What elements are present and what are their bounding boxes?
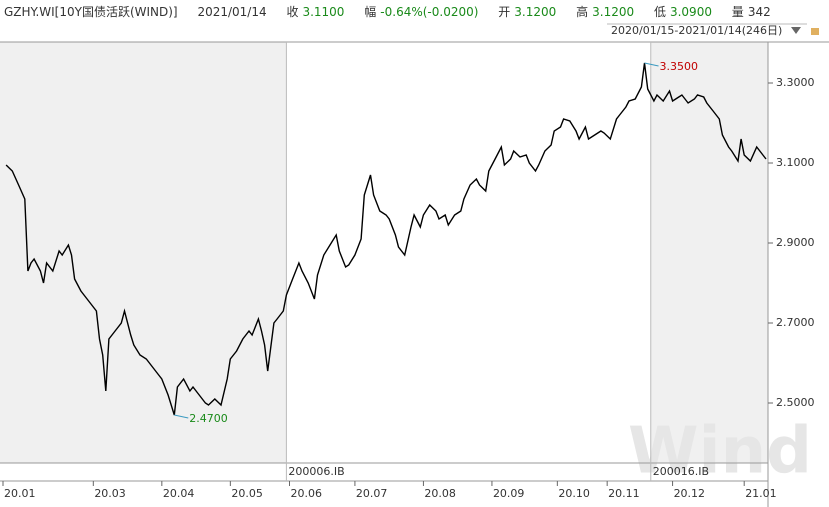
label: 量 xyxy=(731,5,744,19)
date: 2021/01/14 xyxy=(197,5,267,19)
y-tick-label: 3.1000 xyxy=(776,156,815,169)
contract-label: 200016.IB xyxy=(653,465,709,478)
y-tick-label: 2.7000 xyxy=(776,316,815,329)
y-tick-label: 3.3000 xyxy=(776,76,815,89)
value: -0.64%(-0.0200) xyxy=(380,5,479,19)
annotation-leader xyxy=(174,414,189,419)
label: 幅 xyxy=(364,5,377,19)
value: 3.0900 xyxy=(669,5,712,19)
lock-icon[interactable] xyxy=(811,28,819,35)
x-tick-label: 20.12 xyxy=(674,487,706,500)
label: 开 xyxy=(498,5,511,19)
value: 342 xyxy=(747,5,771,19)
header: GZHY.WI[10Y国债活跃(WIND)] 2021/01/14 收 3.110… xyxy=(4,3,775,20)
y-tick-label: 2.9000 xyxy=(776,236,815,249)
symbol: GZHY.WI[10Y国债活跃(WIND)] xyxy=(4,5,178,19)
period-shade xyxy=(0,42,287,463)
period-shade xyxy=(650,42,768,463)
label: 收 xyxy=(286,5,299,19)
x-tick-label: 21.01 xyxy=(745,487,777,500)
annotation-label: 2.4700 xyxy=(189,412,228,425)
label: 高 xyxy=(576,5,589,19)
x-tick-label: 20.08 xyxy=(424,487,456,500)
range-label: 2020/01/15-2021/01/14(246日) xyxy=(611,24,782,37)
x-tick-label: 20.04 xyxy=(163,487,195,500)
label: 低 xyxy=(653,5,666,19)
watermark: Wind xyxy=(628,415,812,489)
annotation-label: 3.3500 xyxy=(660,60,699,73)
contract-label: 200006.IB xyxy=(288,465,344,478)
x-tick-label: 20.05 xyxy=(231,487,262,500)
value: 3.1200 xyxy=(514,5,557,19)
x-tick-label: 20.06 xyxy=(291,487,323,500)
x-tick-label: 20.07 xyxy=(356,487,388,500)
x-tick-label: 20.10 xyxy=(558,487,590,500)
x-tick-label: 20.03 xyxy=(94,487,126,500)
y-tick-label: 2.5000 xyxy=(776,396,815,409)
annotation-leader xyxy=(644,62,659,67)
x-tick-label: 20.11 xyxy=(608,487,640,500)
dropdown-icon[interactable] xyxy=(791,27,801,34)
value: 3.1200 xyxy=(592,5,635,19)
value: 3.1100 xyxy=(302,5,345,19)
price-line xyxy=(5,62,767,416)
x-tick-label: 20.01 xyxy=(4,487,36,500)
x-tick-label: 20.09 xyxy=(493,487,525,500)
